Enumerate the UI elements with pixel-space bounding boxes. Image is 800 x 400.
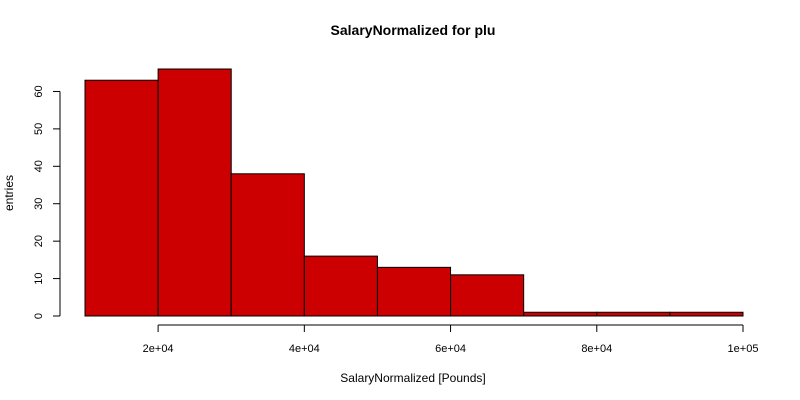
y-axis-label: entries bbox=[2, 175, 16, 211]
y-tick-label: 20 bbox=[33, 235, 45, 247]
y-tick-label: 0 bbox=[33, 313, 45, 319]
y-tick-label: 50 bbox=[33, 123, 45, 135]
y-tick-label: 60 bbox=[33, 85, 45, 97]
histogram-bar bbox=[376, 266, 452, 317]
x-axis-label: SalaryNormalized [Pounds] bbox=[340, 371, 485, 385]
histogram-bar bbox=[596, 311, 671, 317]
x-tick-label: 1e+05 bbox=[728, 343, 759, 355]
x-tick-label: 4e+04 bbox=[289, 343, 320, 355]
x-tick-label: 6e+04 bbox=[435, 343, 466, 355]
x-tick-label: 8e+04 bbox=[581, 343, 612, 355]
x-tick-label: 2e+04 bbox=[143, 343, 174, 355]
histogram-bar bbox=[84, 79, 159, 317]
histogram-bar bbox=[450, 274, 525, 317]
y-axis: 0 10 20 30 40 50 60 bbox=[33, 85, 61, 319]
histogram-bar bbox=[157, 68, 232, 317]
histogram-bar bbox=[230, 173, 305, 317]
histogram-bar bbox=[523, 311, 598, 317]
y-tick-label: 40 bbox=[33, 160, 45, 172]
y-tick-label: 30 bbox=[33, 198, 45, 210]
x-axis: 2e+04 4e+04 6e+04 8e+04 1e+05 bbox=[143, 324, 759, 355]
y-tick-label: 10 bbox=[33, 272, 45, 284]
bars-group bbox=[84, 68, 744, 317]
histogram-bar bbox=[669, 311, 744, 317]
histogram-bar bbox=[303, 255, 378, 317]
chart-title: SalaryNormalized for plu bbox=[331, 22, 496, 38]
